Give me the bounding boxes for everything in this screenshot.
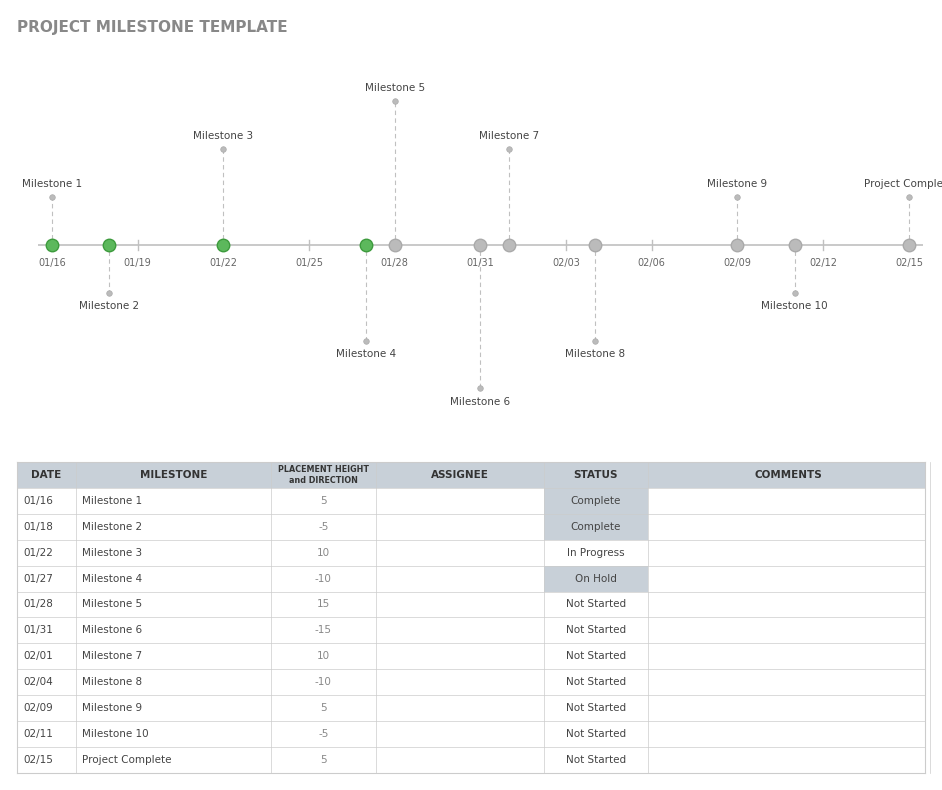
Text: 01/28: 01/28 xyxy=(24,600,53,609)
Bar xyxy=(17,747,925,773)
Bar xyxy=(544,618,648,643)
Text: Milestone 6: Milestone 6 xyxy=(450,397,511,407)
Text: ASSIGNEE: ASSIGNEE xyxy=(430,470,489,480)
Text: 02/06: 02/06 xyxy=(638,258,666,269)
Text: Not Started: Not Started xyxy=(566,626,625,635)
Bar xyxy=(544,720,648,747)
Bar xyxy=(544,566,648,592)
Bar xyxy=(17,540,925,566)
Text: 01/31: 01/31 xyxy=(24,626,53,635)
Text: 5: 5 xyxy=(320,754,327,765)
Text: STATUS: STATUS xyxy=(574,470,618,480)
Text: 10: 10 xyxy=(317,651,330,661)
Text: Not Started: Not Started xyxy=(566,754,625,765)
Bar xyxy=(17,566,925,592)
Bar xyxy=(17,643,925,669)
Text: Milestone 4: Milestone 4 xyxy=(336,349,397,359)
Text: 5: 5 xyxy=(320,496,327,506)
Text: 02/11: 02/11 xyxy=(24,729,53,739)
Text: COMMENTS: COMMENTS xyxy=(755,470,822,480)
Bar xyxy=(17,720,925,747)
Text: 10: 10 xyxy=(317,547,330,558)
Text: Complete: Complete xyxy=(571,522,621,532)
Text: 02/12: 02/12 xyxy=(809,258,837,269)
Bar xyxy=(17,514,925,540)
Text: 01/19: 01/19 xyxy=(123,258,152,269)
Bar xyxy=(544,669,648,695)
Text: -10: -10 xyxy=(315,574,332,584)
Text: Complete: Complete xyxy=(571,496,621,506)
Text: 02/09: 02/09 xyxy=(24,703,53,713)
Text: In Progress: In Progress xyxy=(567,547,625,558)
Text: Milestone 1: Milestone 1 xyxy=(22,179,82,189)
Text: Milestone 3: Milestone 3 xyxy=(193,131,253,141)
Bar xyxy=(544,514,648,540)
Text: 15: 15 xyxy=(317,600,330,609)
Bar xyxy=(544,643,648,669)
Text: Milestone 10: Milestone 10 xyxy=(761,301,828,311)
Bar xyxy=(544,540,648,566)
Text: 01/28: 01/28 xyxy=(381,258,409,269)
Text: 5: 5 xyxy=(320,703,327,713)
Text: 01/18: 01/18 xyxy=(24,522,53,532)
Text: Milestone 8: Milestone 8 xyxy=(564,349,625,359)
Text: Project Complete: Project Complete xyxy=(82,754,171,765)
Text: -5: -5 xyxy=(318,522,329,532)
Text: 02/15: 02/15 xyxy=(24,754,53,765)
Text: Not Started: Not Started xyxy=(566,729,625,739)
Bar xyxy=(17,592,925,618)
Text: -5: -5 xyxy=(318,729,329,739)
Text: Milestone 5: Milestone 5 xyxy=(82,600,142,609)
Text: Not Started: Not Started xyxy=(566,703,625,713)
Bar xyxy=(17,488,925,514)
Text: 02/01: 02/01 xyxy=(24,651,53,661)
Bar xyxy=(544,592,648,618)
Text: Milestone 8: Milestone 8 xyxy=(82,677,142,687)
Text: 02/09: 02/09 xyxy=(723,258,752,269)
Bar xyxy=(544,488,648,514)
Text: Milestone 7: Milestone 7 xyxy=(479,131,539,141)
Text: PROJECT MILESTONE TEMPLATE: PROJECT MILESTONE TEMPLATE xyxy=(17,20,287,35)
Text: 01/31: 01/31 xyxy=(466,258,495,269)
Text: Milestone 6: Milestone 6 xyxy=(82,626,142,635)
Text: Milestone 2: Milestone 2 xyxy=(79,301,139,311)
Text: 02/04: 02/04 xyxy=(24,677,53,687)
Text: -10: -10 xyxy=(315,677,332,687)
Text: Milestone 3: Milestone 3 xyxy=(82,547,142,558)
Text: On Hold: On Hold xyxy=(575,574,617,584)
Text: Not Started: Not Started xyxy=(566,677,625,687)
Text: -15: -15 xyxy=(315,626,332,635)
Text: MILESTONE: MILESTONE xyxy=(140,470,207,480)
Text: Milestone 9: Milestone 9 xyxy=(707,179,768,189)
Text: 01/27: 01/27 xyxy=(24,574,53,584)
Bar xyxy=(544,747,648,773)
Text: 01/22: 01/22 xyxy=(24,547,53,558)
Bar xyxy=(544,695,648,720)
Text: Milestone 9: Milestone 9 xyxy=(82,703,142,713)
Text: 01/16: 01/16 xyxy=(24,496,53,506)
Text: 01/16: 01/16 xyxy=(38,258,66,269)
Bar xyxy=(17,669,925,695)
Text: DATE: DATE xyxy=(31,470,61,480)
Bar xyxy=(17,695,925,720)
Text: Project Complete: Project Complete xyxy=(864,179,942,189)
Text: Milestone 5: Milestone 5 xyxy=(365,83,425,93)
Text: Not Started: Not Started xyxy=(566,651,625,661)
Text: 01/22: 01/22 xyxy=(209,258,237,269)
Text: Not Started: Not Started xyxy=(566,600,625,609)
Text: 02/15: 02/15 xyxy=(895,258,923,269)
Text: 02/03: 02/03 xyxy=(552,258,580,269)
Text: Milestone 2: Milestone 2 xyxy=(82,522,142,532)
Text: Milestone 1: Milestone 1 xyxy=(82,496,142,506)
Text: 01/25: 01/25 xyxy=(295,258,323,269)
Text: Milestone 10: Milestone 10 xyxy=(82,729,149,739)
Text: PLACEMENT HEIGHT
and DIRECTION: PLACEMENT HEIGHT and DIRECTION xyxy=(278,465,369,485)
Bar xyxy=(17,462,925,488)
Bar xyxy=(17,618,925,643)
Text: Milestone 4: Milestone 4 xyxy=(82,574,142,584)
Text: Milestone 7: Milestone 7 xyxy=(82,651,142,661)
